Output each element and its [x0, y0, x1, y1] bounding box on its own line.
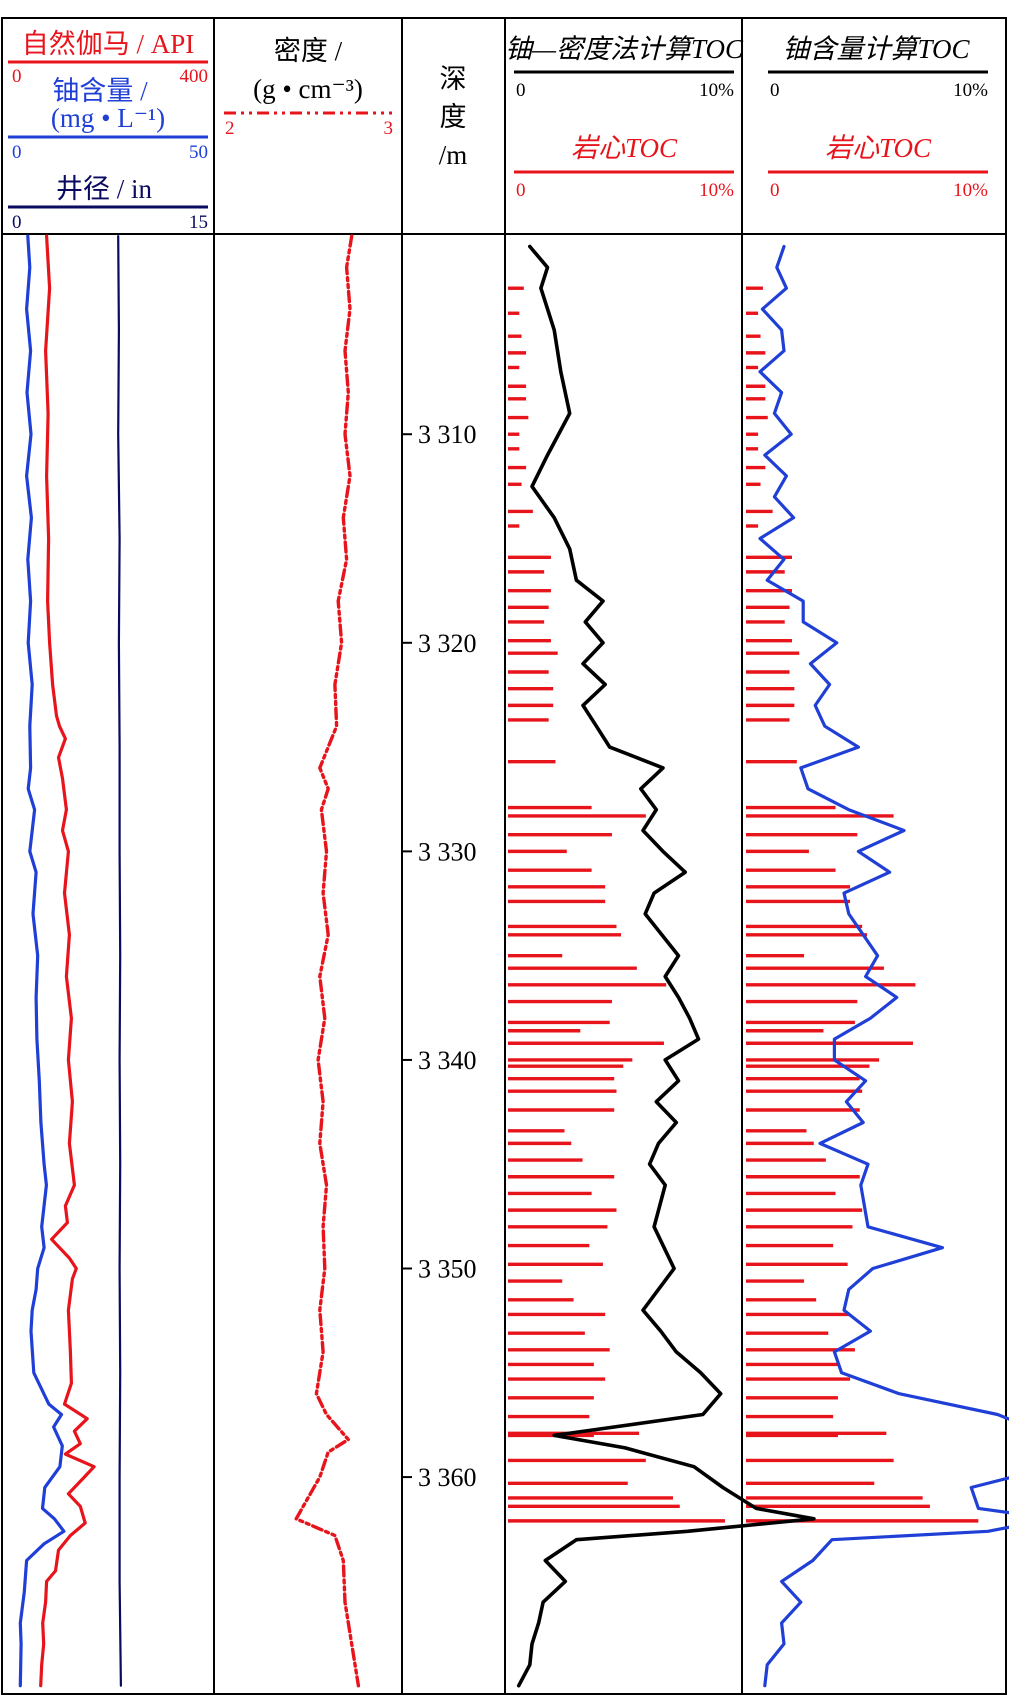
toc-uranium-label: 铀含量计算TOC [782, 34, 970, 64]
core-toc-scale-max-t5: 10% [953, 180, 988, 201]
uranium-scale-max: 50 [189, 142, 208, 163]
toc-uranium-curve [758, 244, 1009, 1688]
toc-calc-label: 铀—密度法计算TOC [505, 34, 744, 64]
core-toc-scale-min: 0 [516, 180, 526, 201]
depth-tick-label: 3 360 [418, 1463, 477, 1492]
toc-uranium-scale-min: 0 [770, 80, 780, 101]
toc-calc-scale-max: 10% [699, 80, 734, 101]
track1-header: 自然伽马 / API 0 400 铀含量 / (mg • L⁻¹) 0 50 井… [8, 29, 208, 233]
core-toc-bars-track4 [508, 286, 725, 1523]
depth-tick-label: 3 340 [418, 1046, 477, 1075]
toc-calc-scale-min: 0 [516, 80, 526, 101]
core-toc-label: 岩心TOC [571, 133, 678, 163]
depth-tick-label: 3 310 [418, 420, 477, 449]
track4-header: 铀—密度法计算TOC 0 10% 岩心TOC 0 10% [505, 34, 744, 201]
track5-header: 铀含量计算TOC 0 10% 岩心TOC 0 10% [768, 34, 988, 201]
depth-label-line1: 深 [440, 64, 467, 94]
depth-axis: 3 310 3 320 3 330 3 340 3 350 3 360 [402, 420, 477, 1492]
density-label-line2: (g • cm⁻³) [253, 74, 363, 104]
gamma-scale-min: 0 [12, 66, 22, 87]
caliper-scale-max: 15 [189, 212, 208, 233]
depth-tick-label: 3 350 [418, 1255, 477, 1284]
density-scale-max: 3 [384, 118, 394, 139]
density-scale-min: 2 [225, 118, 235, 139]
log-frame [1, 17, 1007, 1695]
core-toc-bars-track5 [746, 286, 979, 1523]
gamma-scale-max: 400 [180, 66, 209, 87]
depth-tick-label: 3 320 [418, 629, 477, 658]
depth-tick-label: 3 330 [418, 837, 477, 866]
uranium-label-line2: (mg • L⁻¹) [51, 103, 165, 133]
depth-label-line3: /m [439, 140, 468, 170]
core-toc-scale-min-t5: 0 [770, 180, 780, 201]
toc-calc-curve [516, 244, 816, 1688]
caliper-scale-min: 0 [12, 212, 22, 233]
density-label-line1: 密度 / [274, 36, 343, 66]
uranium-scale-min: 0 [12, 142, 22, 163]
depth-label-line2: 度 [440, 102, 467, 132]
gamma-curve [39, 234, 96, 1688]
caliper-label: 井径 / in [56, 174, 153, 204]
toc-uranium-scale-max: 10% [953, 80, 988, 101]
log-curves [18, 234, 1009, 1688]
caliper-curve [117, 235, 123, 1687]
gamma-label: 自然伽马 / API [22, 29, 195, 59]
core-toc-label-t5: 岩心TOC [825, 133, 932, 163]
track2-header: 密度 / (g • cm⁻³) 2 3 [224, 36, 393, 139]
uranium-label-line1: 铀含量 / [52, 76, 148, 106]
density-curve [294, 234, 361, 1688]
uranium-curve [18, 234, 66, 1688]
core-toc-scale-max: 10% [699, 180, 734, 201]
track3-header: 深 度 /m [439, 64, 468, 170]
